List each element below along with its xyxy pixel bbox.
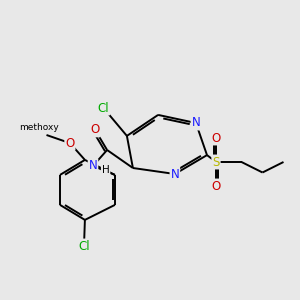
Text: N: N <box>88 159 98 172</box>
Text: methoxy: methoxy <box>19 123 59 132</box>
Text: N: N <box>170 167 179 181</box>
Text: Cl: Cl <box>78 239 90 253</box>
Text: O: O <box>65 136 74 150</box>
Text: O: O <box>212 179 220 193</box>
Text: O: O <box>212 131 220 145</box>
Text: N: N <box>191 116 200 130</box>
Text: H: H <box>102 165 110 176</box>
Text: O: O <box>91 123 100 136</box>
Text: S: S <box>212 155 220 169</box>
Text: Cl: Cl <box>98 101 109 115</box>
